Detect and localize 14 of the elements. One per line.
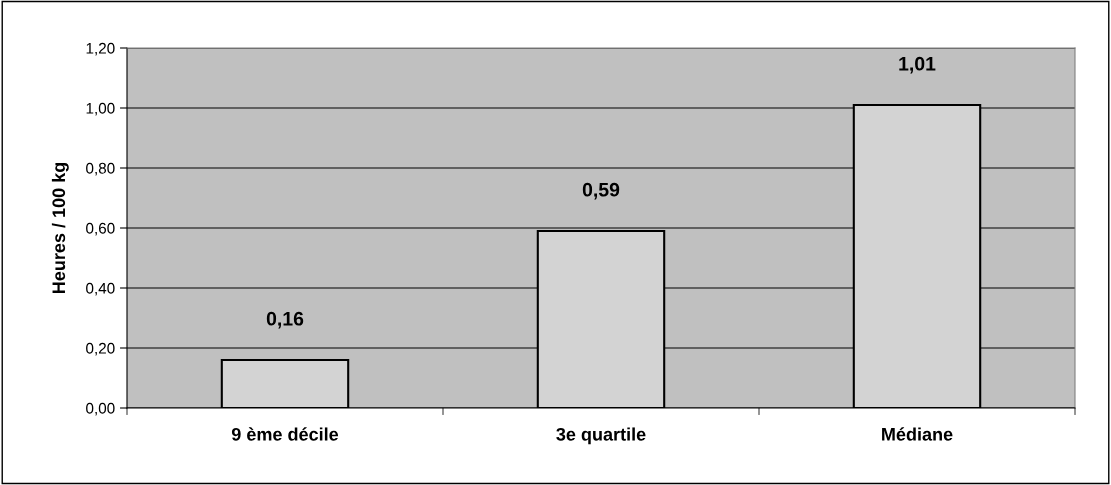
x-tick-label: Médiane [882,427,953,441]
data-label: 0,59 [582,182,620,200]
x-tick-label: 3e quartile [556,427,646,445]
y-tick-label: 0,00 [86,402,115,416]
x-tick-label: 9 ème décile [231,427,339,441]
y-tick-label: 1,00 [86,102,115,116]
y-tick-label: 0,20 [86,342,115,356]
y-tick-label: 0,40 [86,282,115,296]
y-axis-title: Heures / 100 kg [51,162,69,294]
y-tick-label: 0,80 [86,162,115,176]
y-tick-label: 0,60 [86,222,115,236]
data-label: 0,16 [266,311,304,329]
data-label: 1,01 [899,56,936,74]
y-tick-label: 1,20 [86,42,115,56]
